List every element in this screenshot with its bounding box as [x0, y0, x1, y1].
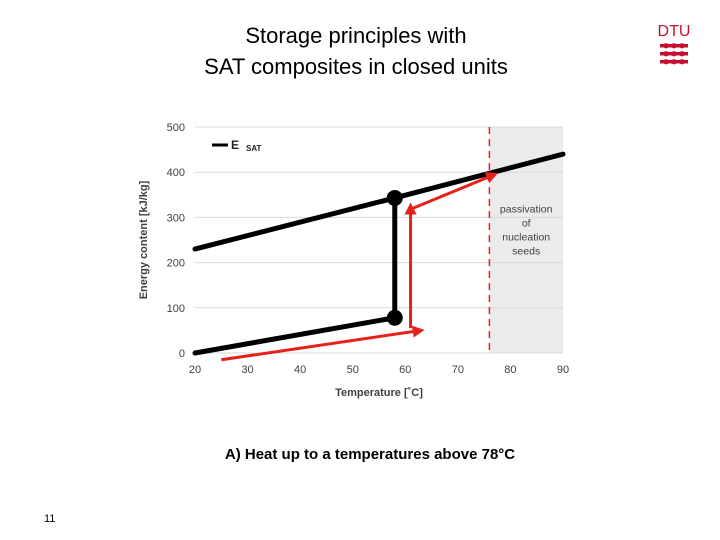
annotation-line-3: seeds	[512, 246, 540, 258]
y-tick-label: 500	[167, 122, 185, 134]
energy-curve-segment-2	[192, 195, 398, 252]
heating-path-segment-2	[409, 172, 498, 211]
energy-curve-segment-3	[392, 151, 566, 201]
annotation-line-0: passivation	[500, 204, 553, 216]
dtu-logo-dot-0-1	[671, 43, 677, 49]
y-tick-label: 200	[167, 258, 185, 270]
y-tick-label: 300	[167, 212, 185, 224]
slide-caption: A) Heat up to a temperatures above 78°C	[224, 446, 516, 463]
dtu-logo-dot-1-1	[671, 51, 677, 57]
x-tick-label: 60	[399, 364, 411, 376]
page-number: 11	[44, 513, 56, 525]
y-tick-label: 100	[167, 303, 185, 315]
transition-marker-1	[386, 309, 403, 326]
y-tick-label: 400	[167, 167, 185, 179]
dtu-logo-dot-0-0	[663, 43, 669, 49]
x-tick-label: 20	[189, 364, 201, 376]
y-tick-label: 0	[179, 348, 185, 360]
y-axis-label: Energy content [kJ/kg]	[138, 180, 150, 299]
x-tick-label: 90	[557, 364, 569, 376]
heating-path-segment-0	[221, 325, 425, 362]
slide-title: Storage principles with SAT composites i…	[150, 20, 562, 82]
x-tick-label: 80	[504, 364, 516, 376]
dtu-logo-text: DTU	[658, 23, 691, 40]
slide-title-line-1: Storage principles with	[245, 23, 467, 48]
dtu-logo: DTU	[658, 23, 691, 65]
annotation-line-1: of	[522, 218, 531, 230]
dtu-logo-dot-1-0	[663, 51, 669, 57]
energy-curve-segment-0	[192, 315, 398, 356]
annotation-line-2: nucleation	[502, 232, 550, 244]
legend-subscript: SAT	[246, 144, 262, 153]
dtu-logo-dot-2-1	[671, 59, 677, 65]
dtu-logo-dot-2-2	[679, 59, 685, 65]
dtu-logo-bars	[660, 43, 688, 65]
transition-marker-0	[386, 189, 403, 206]
slide-title-line-2: SAT composites in closed units	[204, 54, 508, 79]
dtu-logo-dot-2-0	[663, 59, 669, 65]
dtu-logo-dot-1-2	[679, 51, 685, 57]
x-tick-label: 50	[347, 364, 359, 376]
x-tick-label: 70	[452, 364, 464, 376]
x-tick-label: 30	[241, 364, 253, 376]
dtu-logo-dot-0-2	[679, 43, 685, 49]
x-tick-label: 40	[294, 364, 306, 376]
legend-label: E	[231, 138, 239, 152]
chart: 0 100 200 300 400 500 20 30 40 50 60 70 80 90 Temperat…	[138, 122, 569, 399]
x-axis-label: Temperature [˚C]	[335, 387, 423, 399]
